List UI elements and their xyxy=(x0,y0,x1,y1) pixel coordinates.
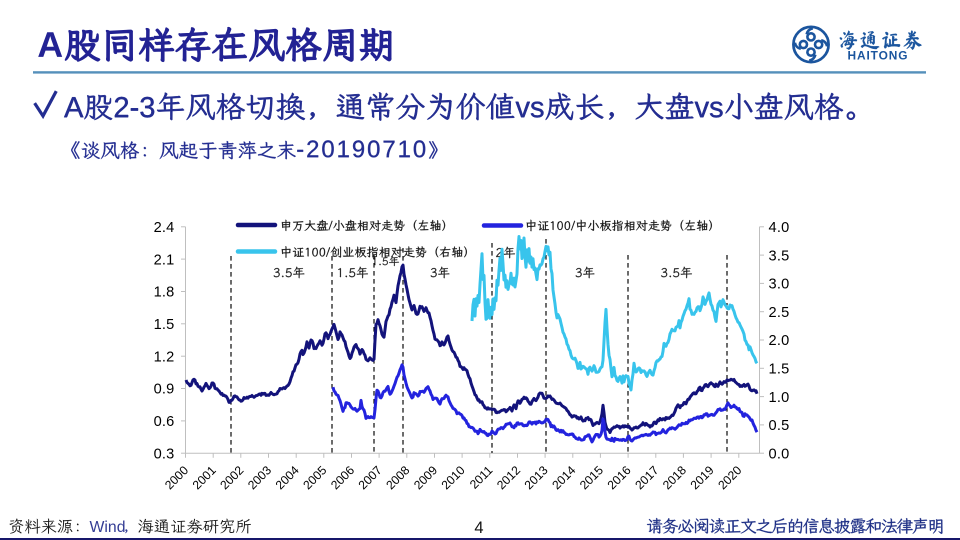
svg-text:2011: 2011 xyxy=(467,463,496,492)
svg-text:0.9: 0.9 xyxy=(154,382,175,398)
svg-text:1.0: 1.0 xyxy=(769,390,790,406)
svg-text:1.2: 1.2 xyxy=(154,349,175,365)
svg-text:2020: 2020 xyxy=(715,463,744,492)
svg-text:2000: 2000 xyxy=(162,463,191,492)
svg-text:2003: 2003 xyxy=(245,463,274,492)
svg-text:4: 4 xyxy=(474,519,483,537)
svg-text:2005: 2005 xyxy=(300,463,329,492)
svg-text:2.5: 2.5 xyxy=(769,305,790,321)
svg-text:1.8: 1.8 xyxy=(154,285,175,301)
svg-text:2013: 2013 xyxy=(522,463,551,492)
svg-text:1.5: 1.5 xyxy=(154,317,175,333)
svg-text:2019: 2019 xyxy=(688,463,717,492)
svg-text:2014: 2014 xyxy=(549,463,578,492)
svg-text:2016: 2016 xyxy=(605,463,634,492)
svg-text:2002: 2002 xyxy=(217,463,246,492)
svg-text:0.5: 0.5 xyxy=(769,418,790,434)
svg-text:HAITONG: HAITONG xyxy=(848,49,909,63)
svg-text:2.4: 2.4 xyxy=(154,220,175,236)
svg-text:2010: 2010 xyxy=(439,463,468,492)
svg-text:3.5: 3.5 xyxy=(769,248,790,264)
svg-text:4.0: 4.0 xyxy=(769,220,790,236)
svg-text:0.3: 0.3 xyxy=(154,446,175,462)
svg-text:2001: 2001 xyxy=(190,463,219,492)
svg-text:2.1: 2.1 xyxy=(154,252,175,268)
svg-text:2007: 2007 xyxy=(356,463,385,492)
svg-text:2018: 2018 xyxy=(660,463,689,492)
svg-text:2008: 2008 xyxy=(383,463,412,492)
svg-text:2009: 2009 xyxy=(411,463,440,492)
svg-text:2012: 2012 xyxy=(494,463,523,492)
svg-text:0.0: 0.0 xyxy=(769,446,790,462)
svg-text:Wind: Wind xyxy=(90,519,126,536)
svg-text:2006: 2006 xyxy=(328,463,357,492)
svg-text:0.6: 0.6 xyxy=(154,414,175,430)
svg-text:1.5: 1.5 xyxy=(769,362,790,378)
svg-text:2004: 2004 xyxy=(273,463,302,492)
svg-text:2017: 2017 xyxy=(632,463,661,492)
svg-text:3.0: 3.0 xyxy=(769,277,790,293)
svg-text:2015: 2015 xyxy=(577,463,606,492)
svg-text:2.0: 2.0 xyxy=(769,333,790,349)
